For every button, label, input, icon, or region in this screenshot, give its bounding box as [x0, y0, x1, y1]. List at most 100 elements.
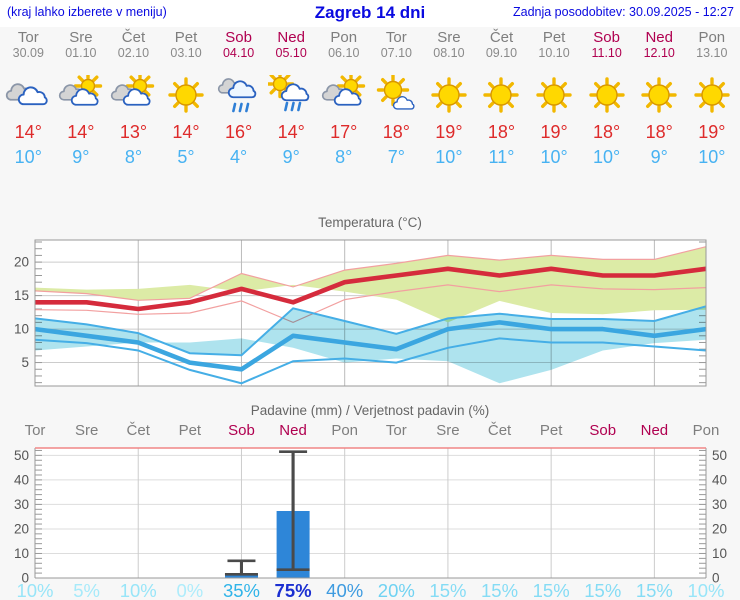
svg-text:10: 10 [14, 322, 29, 337]
day-date-label: 12.10 [643, 46, 675, 60]
forecast-day-9: Sre 08.10 19° 10° [423, 29, 476, 167]
precip-probability-value: 20% [377, 580, 415, 600]
sun-shower-icon [265, 69, 310, 112]
day-date-label: 11.10 [591, 46, 622, 60]
forecast-day-5: Sob 04.10 16° 4° [212, 29, 265, 167]
day-date-label: 07.10 [380, 46, 412, 60]
svg-text:20: 20 [14, 255, 29, 270]
day-name-label: Tor [385, 29, 407, 46]
precip-day-label: Čet [126, 422, 150, 439]
day-date-label: 02.10 [117, 46, 150, 60]
low-temp-label: 10° [540, 147, 568, 167]
svg-text:15: 15 [14, 288, 29, 303]
day-date-label: 08.10 [433, 46, 465, 60]
mostly-sunny-icon [377, 73, 415, 110]
max-temp-line [35, 266, 707, 312]
weather-icon-slot [478, 75, 524, 113]
sunny-icon [536, 77, 572, 113]
forecast-day-14: Pon 13.10 19° 10° [686, 29, 739, 167]
low-temp-label: 7° [387, 147, 405, 167]
weather-icon-slot [5, 75, 51, 113]
precip-probability-value: 15% [635, 580, 673, 600]
precip-probability-value: 75% [274, 580, 312, 600]
high-temp-label: 16° [224, 122, 253, 142]
sunny-icon [641, 77, 677, 113]
forecast-day-12: Sob 11.10 18° 10° [580, 29, 633, 167]
precip-probability-value: 15% [429, 580, 467, 600]
svg-text:0: 0 [21, 571, 29, 586]
weather-icon-slot [163, 75, 209, 113]
precip-probability-value: 35% [222, 580, 260, 600]
high-temp-label: 13° [119, 122, 148, 142]
precip-chart-title: Padavine (mm) / Verjetnost padavin (%) [250, 403, 490, 418]
precip-probability-value: 10% [687, 580, 725, 600]
day-name-label: Pon [698, 29, 726, 46]
precip-day-label: Ned [640, 422, 669, 439]
day-name-label: Ned [645, 29, 673, 46]
high-temp-label: 19° [698, 122, 726, 142]
day-name-label: Pet [542, 29, 566, 46]
day-name-label: Čet [121, 29, 146, 46]
precip-day-label: Sre [74, 422, 99, 439]
svg-text:10: 10 [712, 546, 727, 561]
weather-icon-slot [689, 75, 735, 113]
day-name-label: Pet [174, 29, 198, 46]
day-date-label: 10.10 [538, 46, 570, 60]
sunny-icon [588, 77, 625, 113]
partly-cloudy-icon [58, 71, 103, 106]
precip-probability-value: 15% [481, 580, 519, 600]
weather-icon-slot [110, 71, 156, 113]
precip-day-label: Tor [24, 422, 46, 439]
forecast-day-2: Sre 01.10 14° 9° [55, 29, 108, 167]
svg-text:50: 50 [14, 448, 29, 463]
forecast-day-8: Tor 07.10 18° 7° [370, 29, 423, 167]
svg-text:0: 0 [712, 571, 720, 586]
forecast-day-3: Čet 02.10 13° 8° [107, 29, 160, 167]
temperature-chart: 5101520vreme.us [0, 230, 740, 486]
precip-day-label: Čet [487, 422, 512, 439]
low-temp-label: 10° [435, 147, 463, 167]
page-header: (kraj lahko izberete v meniju) Zagreb 14… [0, 0, 740, 27]
min-temp-line [34, 320, 707, 372]
weather-icon-slot [321, 71, 367, 113]
low-temp-label: 11° [488, 147, 515, 167]
precip-day-label: Pet [178, 422, 202, 439]
page-title: Zagreb 14 dni [314, 3, 426, 22]
partly-cloudy-icon [321, 71, 365, 106]
weather-icon-slot [584, 75, 630, 113]
forecast-strip: Tor 30.09 14° 10° Sre 01.10 14° 9° Čet 02.10 13° 8°… [2, 29, 738, 167]
svg-text:50: 50 [712, 448, 727, 463]
precip-day-label: Pon [331, 422, 359, 439]
high-temp-label: 18° [645, 122, 673, 142]
forecast-day-7: Pon 06.10 17° 8° [317, 29, 370, 167]
high-temp-label: 14° [67, 122, 95, 142]
precip-probability-value: 10% [119, 580, 157, 600]
low-temp-label: 9° [282, 147, 300, 167]
low-temp-label: 5° [177, 147, 195, 167]
forecast-day-1: Tor 30.09 14° 10° [2, 29, 55, 167]
day-name-label: Sob [225, 29, 252, 46]
sunny-icon [168, 77, 204, 113]
forecast-day-13: Ned 12.10 18° 9° [633, 29, 686, 167]
forecast-day-11: Pet 10.10 19° 10° [528, 29, 581, 167]
high-temp-label: 18° [593, 122, 621, 142]
day-name-label: Tor [17, 29, 39, 46]
precip-probability-labels: 10% 5% 10% 0% 35% 75% 40% 20% 15% 15% 15% 15% 15% 10% [0, 580, 740, 600]
svg-text:20: 20 [14, 521, 29, 536]
svg-text:30: 30 [712, 497, 727, 512]
precip-probability-value: 15% [532, 580, 570, 600]
sunny-icon [483, 77, 520, 113]
day-name-label: Sob [593, 29, 620, 46]
precip-probability-value: 0% [176, 580, 204, 600]
high-temp-label: 14° [14, 122, 42, 142]
high-temp-label: 14° [277, 122, 305, 142]
svg-text:40: 40 [712, 472, 727, 487]
precip-day-label: Sob [228, 422, 255, 439]
day-name-label: Pon [330, 29, 358, 46]
forecast-day-10: Čet 09.10 18° 11° [475, 29, 528, 167]
high-temp-label: 19° [435, 122, 463, 142]
day-name-label: Sre [69, 29, 93, 46]
precip-probability-value: 5% [73, 580, 100, 600]
day-name-label: Čet [489, 29, 514, 46]
weather-icon-slot [531, 75, 577, 113]
